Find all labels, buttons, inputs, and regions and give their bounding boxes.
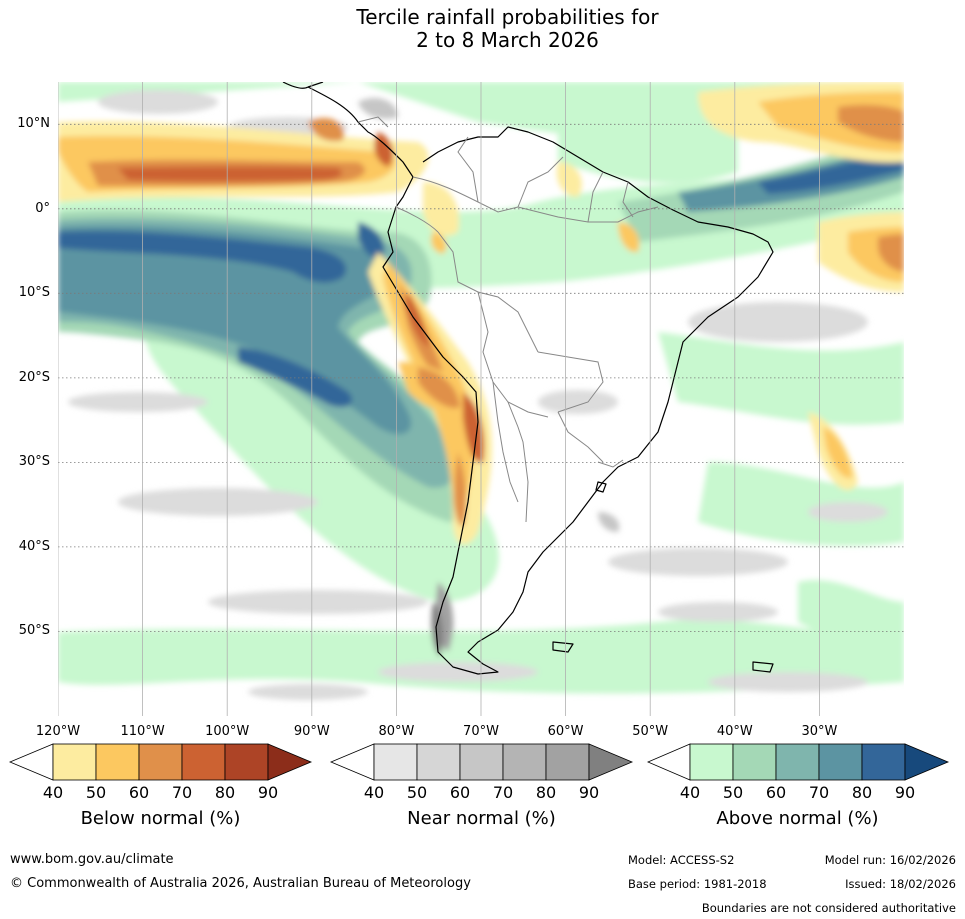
colorbar-tick-label: 80 xyxy=(851,783,873,802)
latitude-label: 30°S xyxy=(18,454,50,470)
colorbar-tick-label: 70 xyxy=(808,783,830,802)
longitude-label: 110°W xyxy=(120,724,165,739)
colorbar-title: Below normal (%) xyxy=(80,808,241,829)
longitude-label: 50°W xyxy=(632,724,669,739)
colorbar-tick-label: 60 xyxy=(449,783,471,802)
colorbar xyxy=(8,743,313,781)
colorbar-tick-label: 70 xyxy=(492,783,514,802)
longitude-label: 100°W xyxy=(205,724,250,739)
colorbar-extend-high xyxy=(904,743,950,781)
graticule-meridians xyxy=(58,82,820,716)
footer-base-period: Base period: 1981-2018 xyxy=(628,877,767,891)
colorbar-segment xyxy=(502,743,547,781)
colorbar-tick-label: 60 xyxy=(765,783,787,802)
longitude-label: 120°W xyxy=(35,724,81,739)
footer-issued: Issued: 18/02/2026 xyxy=(845,877,956,891)
colorbar xyxy=(329,743,634,781)
colorbar-segment xyxy=(416,743,461,781)
colorbar-tick-label: 70 xyxy=(171,783,193,802)
latitude-label: 0° xyxy=(35,200,50,216)
colorbar-tick-label: 90 xyxy=(578,783,600,802)
latitude-label: 10°S xyxy=(18,285,50,301)
colorbar-tick-label: 40 xyxy=(363,783,385,802)
colorbar-segment xyxy=(732,743,777,781)
graticule xyxy=(58,123,904,632)
rainfall-probability-map xyxy=(58,82,904,716)
colorbar-segment xyxy=(775,743,820,781)
latitude-label: 40°S xyxy=(18,538,50,554)
footer-url: www.bom.gov.au/climate xyxy=(10,852,174,867)
colorbar-tick-label: 80 xyxy=(535,783,557,802)
coastline xyxy=(282,82,774,675)
colorbar-segment xyxy=(181,743,226,781)
footer-model: Model: ACCESS-S2 xyxy=(628,853,735,867)
colorbar-tick-label: 90 xyxy=(894,783,916,802)
colorbar-title: Above normal (%) xyxy=(716,808,879,829)
longitude-label: 80°W xyxy=(378,724,415,739)
colorbar-title: Near normal (%) xyxy=(407,808,556,829)
colorbar-tick-label: 40 xyxy=(679,783,701,802)
colorbar-segment xyxy=(818,743,863,781)
colorbar-segment xyxy=(95,743,140,781)
colorbar-tick-label: 90 xyxy=(257,783,279,802)
chart-title-line-2: 2 to 8 March 2026 xyxy=(416,28,599,52)
colorbar-extend-low xyxy=(329,743,375,781)
colorbar-segment xyxy=(373,743,418,781)
longitude-label: 30°W xyxy=(801,724,838,739)
latitude-label: 50°S xyxy=(18,623,50,639)
colorbar-tick-label: 50 xyxy=(406,783,428,802)
chart-title-line-1: Tercile rainfall probabilities for xyxy=(356,5,659,29)
colorbar xyxy=(646,743,950,781)
colorbars xyxy=(8,743,950,781)
colorbar-segment xyxy=(459,743,504,781)
colorbar-tick-label: 60 xyxy=(128,783,150,802)
colorbar-extend-low xyxy=(8,743,54,781)
footer-disclaimer: Boundaries are not considered authoritat… xyxy=(701,901,956,915)
latitude-label: 10°N xyxy=(17,116,50,132)
longitude-label: 70°W xyxy=(463,724,499,739)
colorbar-extend-high xyxy=(267,743,313,781)
longitude-label: 40°W xyxy=(716,724,753,739)
colorbar-tick-label: 50 xyxy=(85,783,107,802)
latitude-label: 20°S xyxy=(18,369,50,385)
longitude-label: 60°W xyxy=(547,724,584,739)
probability-shading xyxy=(58,82,904,700)
colorbar-segment xyxy=(138,743,183,781)
colorbar-tick-label: 50 xyxy=(722,783,744,802)
colorbar-segment xyxy=(861,743,906,781)
colorbar-segment xyxy=(689,743,734,781)
country-borders xyxy=(357,116,659,523)
longitude-label: 90°W xyxy=(293,724,330,739)
footer-copyright: © Commonwealth of Australia 2026, Austra… xyxy=(10,876,471,891)
colorbar-extend-high xyxy=(588,743,634,781)
colorbar-segment xyxy=(52,743,97,781)
footer-model-run: Model run: 16/02/2026 xyxy=(824,853,956,867)
colorbar-extend-low xyxy=(646,743,691,781)
colorbar-segment xyxy=(224,743,269,781)
colorbar-segment xyxy=(545,743,590,781)
colorbar-tick-label: 40 xyxy=(42,783,64,802)
colorbar-tick-label: 80 xyxy=(214,783,236,802)
